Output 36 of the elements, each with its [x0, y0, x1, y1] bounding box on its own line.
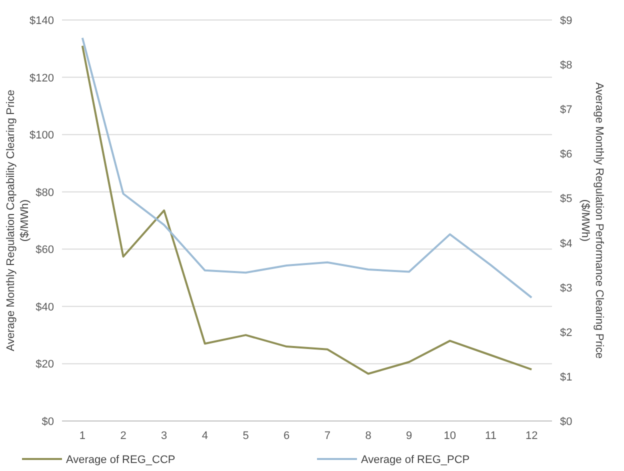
y2-tick-label: $4	[560, 238, 572, 250]
y2-tick-label: $1	[560, 371, 572, 384]
y2-tick-label: $9	[560, 15, 572, 27]
y-tick-label: $140	[30, 15, 54, 27]
y2-tick-label: $3	[560, 282, 572, 294]
x-tick-label: 12	[525, 430, 538, 442]
y2-tick-label: $0	[560, 416, 572, 428]
x-tick-label: 3	[161, 430, 168, 442]
legend-label: Average of REG_CCP	[66, 454, 176, 466]
y-tick-label: $20	[36, 358, 54, 371]
y2-axis-title: Average Monthly Regulation Performance Clearing Price ($/MWh)	[579, 82, 605, 359]
y-tick-label: $40	[36, 301, 54, 314]
x-tick-label: 8	[365, 430, 372, 442]
y-tick-label: $100	[30, 130, 54, 142]
y-tick-label: $120	[30, 72, 54, 84]
y2-tick-label: $2	[560, 326, 572, 339]
x-tick-label: 7	[324, 430, 330, 442]
y2-tick-label: $5	[560, 193, 572, 206]
x-tick-label: 1	[79, 430, 86, 442]
y-tick-label: $80	[36, 186, 54, 199]
line-series	[81, 44, 533, 375]
x-tick-label: 5	[242, 430, 249, 442]
y2-tick-label: $8	[560, 60, 572, 72]
y-tick-label: $0	[42, 416, 54, 428]
y-tick-label: $60	[36, 244, 54, 256]
legend-label: Average of REG_PCP	[361, 454, 470, 466]
y2-tick-label: $7	[560, 104, 572, 116]
x-tick-label: 10	[444, 430, 456, 442]
x-tick-label: 6	[284, 430, 290, 442]
x-tick-label: 4	[202, 430, 208, 442]
y2-tick-label: $6	[560, 148, 572, 161]
x-tick-label: 9	[406, 430, 412, 442]
x-tick-label: 11	[485, 430, 496, 442]
x-tick-label: 2	[120, 430, 126, 442]
y-axis-title: Average Monthly Regulation Capability Clearing Price ($/MWh)	[5, 90, 31, 352]
line-series	[81, 36, 533, 299]
